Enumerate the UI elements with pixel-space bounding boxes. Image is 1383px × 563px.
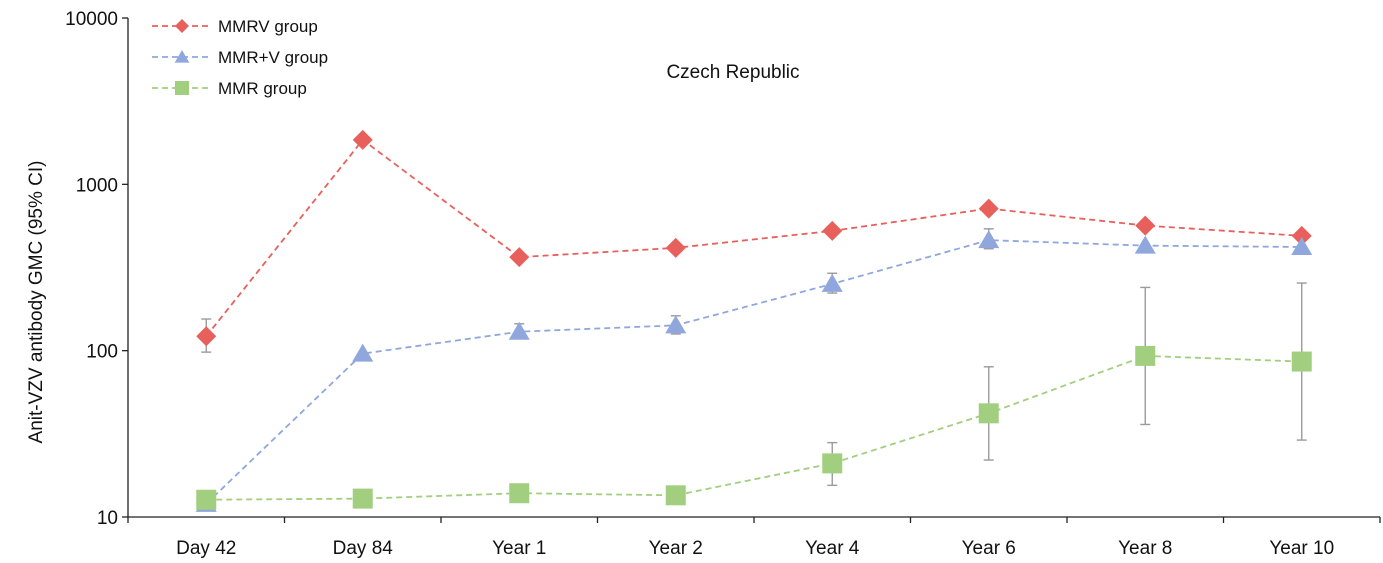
- mmr-v-group-point: [1291, 236, 1313, 255]
- mmrv-group-point: [1135, 215, 1156, 236]
- mmr-group-point: [509, 483, 530, 504]
- x-tick-label: Year 10: [1269, 538, 1334, 559]
- chart-title: Czech Republic: [666, 62, 799, 83]
- mmr-group-point: [665, 485, 686, 506]
- mmrv-group-point: [196, 326, 217, 347]
- mmr-v-group-point: [978, 230, 1000, 249]
- mmr-v-group-point: [508, 321, 530, 340]
- mmrv-group-point: [352, 129, 373, 150]
- mmrv-group-point: [1291, 225, 1312, 246]
- legend-mmr-group-swatch-marker: [175, 81, 189, 95]
- x-tick-label: Year 4: [805, 538, 860, 559]
- legend-mmr-v-group-swatch-marker: [174, 50, 190, 63]
- legend-mmrv-group-swatch-marker: [175, 19, 189, 33]
- mmr-group-point: [822, 453, 843, 474]
- series-lines: [205, 138, 1302, 505]
- x-tick-label: Year 2: [649, 538, 703, 559]
- y-tick-label: 1000: [76, 175, 118, 196]
- mmr-group-line: [206, 355, 1302, 501]
- mmr-v-group-point: [665, 315, 687, 334]
- legend-mmrv-group-label: MMRV group: [218, 17, 318, 36]
- mmrv-group-point: [509, 247, 530, 268]
- mmrv-group-point: [665, 237, 686, 258]
- mmr-v-group-line: [205, 239, 1302, 505]
- mmr-v-group-point: [1134, 235, 1156, 254]
- y-tick-label: 10000: [65, 9, 118, 30]
- mmrv-group-point: [822, 220, 843, 241]
- legend: MMRV group MMR+V group MMR group: [152, 17, 328, 98]
- legend-mmr-v-group-label: MMR+V group: [218, 48, 328, 67]
- series-markers: [195, 129, 1313, 512]
- mmr-group-point: [1291, 351, 1312, 372]
- x-tick-label: Year 8: [1118, 538, 1172, 559]
- mmr-group-point: [1135, 345, 1156, 366]
- mmr-group-point: [352, 488, 373, 509]
- mmr-v-group-point: [352, 343, 374, 362]
- mmr-group-point: [978, 403, 999, 424]
- y-tick-label: 10: [97, 508, 118, 529]
- x-tick-label: Year 6: [962, 538, 1016, 559]
- x-tick-label: Day 84: [333, 538, 394, 559]
- y-axis-title: Anit-VZV antibody GMC (95% CI): [26, 161, 47, 444]
- x-tick-label: Day 42: [176, 538, 236, 559]
- mmrv-group-line: [205, 138, 1302, 337]
- y-tick-label: 100: [86, 342, 118, 363]
- axes: 10 100 1000 10000 Day 42 Day 84 Year 1 Year 2 Ye…: [65, 9, 1381, 559]
- mmr-group-point: [196, 489, 217, 510]
- legend-mmr-group-label: MMR group: [218, 79, 307, 98]
- x-tick-label: Year 1: [492, 538, 546, 559]
- mmrv-group-point: [978, 198, 999, 219]
- mmr-v-group-point: [821, 273, 843, 292]
